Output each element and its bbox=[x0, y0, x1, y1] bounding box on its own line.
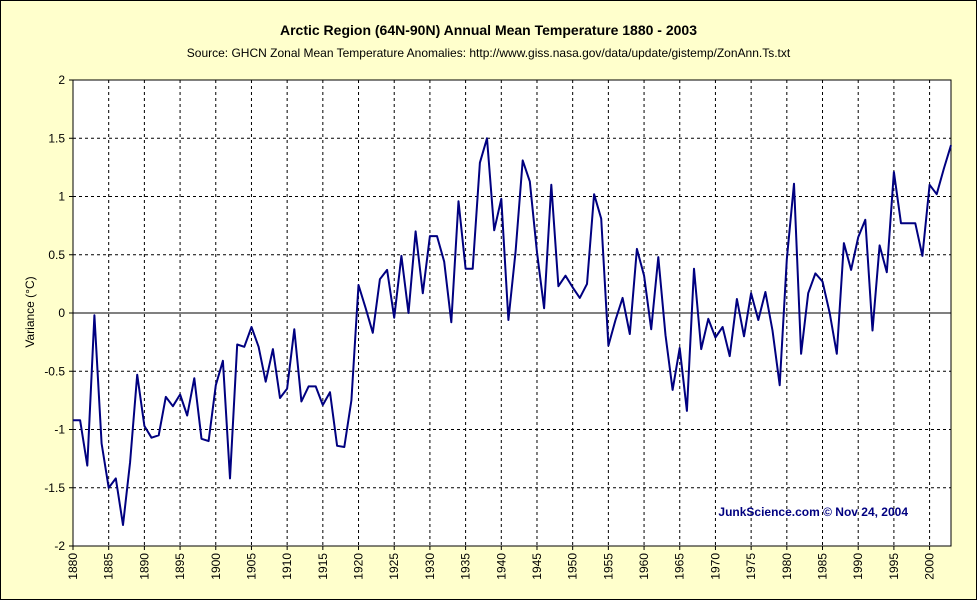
x-tick-label: 1975 bbox=[744, 553, 758, 580]
y-axis-label: Variance (°C) bbox=[23, 276, 37, 347]
y-tick-label: -2 bbox=[54, 539, 65, 553]
y-tick-label: 0 bbox=[58, 306, 65, 320]
x-tick-label: 1995 bbox=[887, 553, 901, 580]
y-tick-label: 0.5 bbox=[48, 248, 65, 262]
x-tick-label: 1900 bbox=[209, 553, 223, 580]
x-tick-label: 1915 bbox=[316, 553, 330, 580]
x-tick-labels: 1880 1885 1890 1895 1900 1905 1910 1915 1920 1925… bbox=[66, 546, 937, 580]
series-layer bbox=[73, 137, 952, 526]
y-tick-label: -0.5 bbox=[44, 364, 65, 378]
x-tick-label: 2000 bbox=[923, 553, 937, 580]
x-tick-label: 1945 bbox=[530, 553, 544, 580]
chart-title: Arctic Region (64N-90N) Annual Mean Temp… bbox=[279, 22, 698, 38]
y-tick-label: 1.5 bbox=[48, 131, 65, 145]
x-tick-label: 1955 bbox=[601, 553, 615, 580]
x-tick-label: 1895 bbox=[173, 553, 187, 580]
x-tick-label: 1930 bbox=[423, 553, 437, 580]
x-tick-label: 1885 bbox=[102, 553, 116, 580]
x-tick-label: 1990 bbox=[851, 553, 865, 580]
x-tick-label: 1985 bbox=[816, 553, 830, 580]
x-tick-label: 1970 bbox=[708, 553, 722, 580]
x-tick-label: 1925 bbox=[387, 553, 401, 580]
x-tick-label: 1980 bbox=[780, 553, 794, 580]
series-line bbox=[73, 137, 952, 526]
x-tick-label: 1940 bbox=[494, 553, 508, 580]
y-tick-label: -1.5 bbox=[44, 481, 65, 495]
chart-subtitle: Source: GHCN Zonal Mean Temperature Anom… bbox=[186, 46, 791, 60]
x-tick-label: 1905 bbox=[244, 553, 258, 580]
x-tick-label: 1890 bbox=[137, 553, 151, 580]
y-tick-label: 2 bbox=[58, 73, 65, 87]
credit-annotation: JunkScience.com © Nov 24, 2004 bbox=[718, 505, 908, 519]
y-tick-labels: 2 1.5 1 0.5 0 -0.5 -1 -1.5 -2 bbox=[44, 73, 73, 553]
x-tick-label: 1880 bbox=[66, 553, 80, 580]
x-tick-label: 1935 bbox=[459, 553, 473, 580]
x-tick-label: 1950 bbox=[566, 553, 580, 580]
x-tick-label: 1960 bbox=[637, 553, 651, 580]
y-tick-label: -1 bbox=[54, 423, 65, 437]
x-tick-label: 1920 bbox=[352, 553, 366, 580]
x-tick-label: 1910 bbox=[280, 553, 294, 580]
y-tick-label: 1 bbox=[58, 190, 65, 204]
x-tick-label: 1965 bbox=[673, 553, 687, 580]
